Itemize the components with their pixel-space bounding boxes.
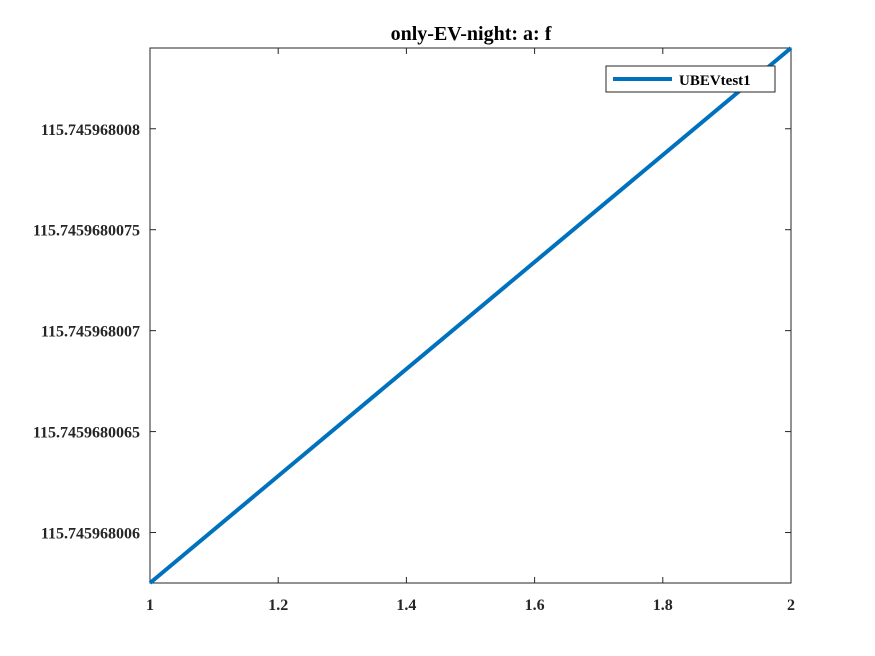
x-axis: 1 1.2 1.4 1.6 1.8 2	[146, 48, 795, 614]
x-tick-label: 2	[787, 597, 795, 614]
y-tick-label: 115.745968008	[41, 122, 140, 139]
y-tick-label: 115.7459680065	[33, 425, 140, 442]
chart-title: only-EV-night: a: f	[391, 23, 552, 45]
y-tick-label: 115.745968007	[41, 324, 140, 341]
legend-label: UBEVtest1	[679, 73, 751, 89]
series-layer	[148, 46, 793, 585]
y-tick-label: 115.745968006	[41, 526, 140, 543]
x-tick-label: 1	[146, 597, 154, 614]
x-tick-label: 1.8	[653, 597, 673, 614]
y-axis: 115.745968006 115.7459680065 115.745968007…	[33, 122, 791, 543]
x-tick-label: 1.4	[396, 597, 416, 614]
legend: UBEVtest1	[605, 65, 776, 93]
x-tick-label: 1.2	[268, 597, 288, 614]
y-tick-label: 115.7459680075	[33, 223, 140, 240]
series-line	[148, 46, 793, 585]
x-tick-label: 1.6	[525, 597, 545, 614]
